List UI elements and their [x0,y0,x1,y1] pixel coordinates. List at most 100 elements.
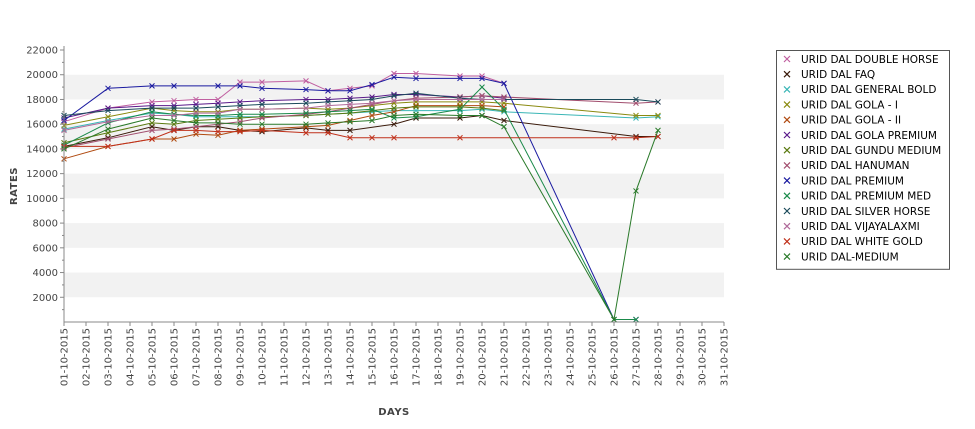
data-point [347,110,353,116]
data-point [347,118,353,125]
legend-marker [783,161,791,169]
data-point [171,112,177,119]
legend-label: URID DAL PREMIUM MED [801,191,931,203]
data-point [325,122,331,129]
legend-item: URID DAL SILVER HORSE [783,206,930,218]
legend-item: URID DAL GUNDU MEDIUM [783,145,941,157]
data-point [105,136,111,142]
data-point [237,128,243,135]
data-point [149,136,155,142]
legend-label: URID DAL GOLA - I [801,99,898,111]
data-point [105,105,111,111]
x-tick-label: 27-10-2015 [632,328,643,386]
data-point [633,134,639,141]
data-point [391,134,397,141]
x-tick-label: 22-10-2015 [522,328,533,386]
series-9 [61,84,639,323]
data-point [479,75,485,82]
x-tick-label: 21-10-2015 [500,328,511,386]
legend-marker [783,55,791,63]
legend-marker [783,85,791,93]
legend-item: URID DAL GENERAL BOLD [783,84,937,96]
legend-item: URID DAL GOLA PREMIUM [783,130,937,142]
data-point [303,100,309,107]
plot-band [64,272,724,298]
legend-marker [783,253,791,261]
plot-band [64,173,724,199]
data-point [369,134,375,141]
data-point [479,73,485,79]
series-10 [61,90,661,119]
legend-label: URID DAL WHITE GOLD [801,236,923,248]
data-point [303,86,309,93]
data-point [193,96,199,103]
legend-item: URID DAL GOLA - I [783,99,898,111]
data-point [479,105,485,111]
series-13 [61,111,661,323]
x-tick-label: 07-10-2015 [192,328,203,386]
data-point [655,112,661,119]
data-point [171,105,177,111]
legend-label: URID DAL GOLA - II [801,115,901,127]
data-point [347,107,353,114]
plot-bands [64,50,724,322]
data-point [501,96,507,103]
x-tick-label: 16-10-2015 [390,328,401,386]
data-point [391,92,397,99]
data-point [501,106,507,113]
legend-marker [783,192,791,200]
data-point [501,94,507,100]
data-point [369,81,375,88]
data-point [215,104,221,110]
data-point [413,111,419,118]
legend-label: URID DAL VIJAYALAXMI [801,221,920,233]
y-tick-label: 6000 [33,243,58,254]
legend-item: URID DAL GOLA - II [783,115,901,127]
data-point [215,120,221,126]
data-point [611,134,617,141]
legend-marker [783,146,791,154]
data-point [325,102,331,109]
legend-item: URID DAL PREMIUM [783,175,904,187]
data-point [325,108,331,115]
x-tick-label: 31-10-2015 [720,328,731,386]
y-axis-title: RATES [9,167,20,205]
data-point [171,117,177,124]
data-point [347,87,353,94]
legend-label: URID DAL HANUMAN [801,160,910,172]
data-point [303,121,309,128]
data-point [171,136,177,142]
data-point [325,87,331,94]
legend-label: URID DAL DOUBLE HORSE [801,54,939,66]
data-point [215,83,221,89]
x-tick-label: 03-10-2015 [104,328,115,386]
y-tick-label: 16000 [26,120,58,131]
data-point [391,121,397,128]
data-point [369,94,375,100]
x-tick-label: 10-10-2015 [258,328,269,386]
data-point [369,112,375,119]
data-point [347,101,353,108]
legend-item: URID DAL-MEDIUM [783,251,899,263]
legend-item: URID DAL FAQ [783,69,875,81]
legend-label: URID DAL PREMIUM [801,175,904,187]
data-point [391,105,397,111]
data-point [193,112,199,119]
series-line [63,113,659,321]
data-point [303,123,309,130]
data-point [215,110,221,116]
data-point [149,105,155,111]
x-tick-label: 26-10-2015 [610,328,621,386]
legend-marker [783,237,791,245]
data-point [149,120,155,126]
data-point [501,117,507,124]
data-point [193,127,199,134]
data-point [237,118,243,125]
x-tick-label: 17-10-2015 [412,328,423,386]
data-point [171,102,177,109]
legend-marker [783,207,791,215]
data-point [105,85,111,92]
legend-label: URID DAL GUNDU MEDIUM [801,145,941,157]
data-point [149,112,155,119]
x-tick-label: 30-10-2015 [698,328,709,386]
